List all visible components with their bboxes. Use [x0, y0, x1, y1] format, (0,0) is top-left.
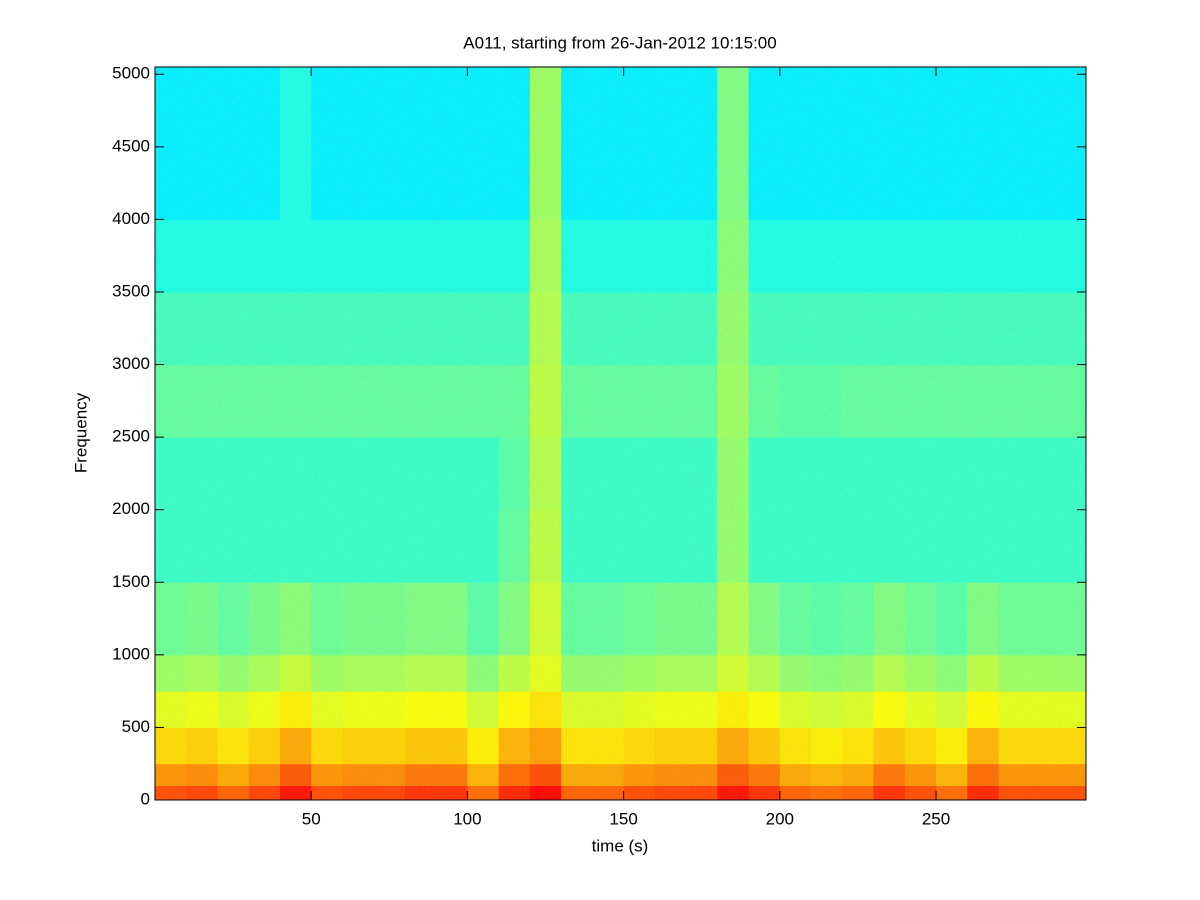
y-tick-label: 4000 [112, 209, 150, 228]
y-tick-label: 2500 [112, 427, 150, 446]
y-tick-label: 2000 [112, 499, 150, 518]
y-tick-label: 3000 [112, 354, 150, 373]
x-tick-label: 250 [922, 809, 950, 828]
plot-frame [154, 66, 1087, 801]
x-tick-label: 150 [609, 809, 637, 828]
y-tick-label: 1000 [112, 644, 150, 663]
x-axis-label: time (s) [592, 836, 649, 855]
y-tick-label: 500 [122, 717, 150, 736]
x-tick-label: 100 [453, 809, 481, 828]
texture [155, 67, 1086, 800]
chart-title: A011, starting from 26-Jan-2012 10:15:00 [463, 33, 776, 52]
y-tick-label: 4500 [112, 136, 150, 155]
y-tick-label: 3500 [112, 281, 150, 300]
y-tick-label: 1500 [112, 572, 150, 591]
y-axis-label: Frequency [71, 392, 90, 473]
y-tick-label: 0 [141, 789, 150, 808]
x-tick-label: 200 [766, 809, 794, 828]
x-tick-label: 50 [302, 809, 321, 828]
y-tick-label: 5000 [112, 64, 150, 83]
